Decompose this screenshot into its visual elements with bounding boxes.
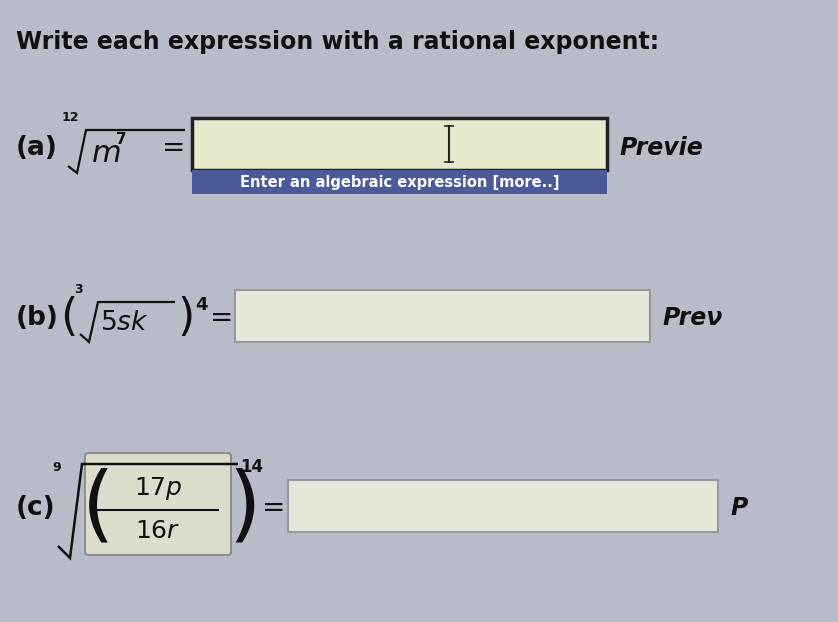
- Bar: [288, 480, 718, 532]
- Text: 9: 9: [52, 461, 60, 474]
- Text: ): ): [177, 297, 194, 340]
- Text: =: =: [162, 134, 185, 162]
- Text: $16r$: $16r$: [135, 521, 181, 544]
- Text: Write each expression with a rational exponent:: Write each expression with a rational ex…: [16, 30, 660, 54]
- Text: =: =: [210, 304, 233, 332]
- Bar: [235, 290, 650, 342]
- Text: $17p$: $17p$: [134, 475, 183, 501]
- Text: Previe: Previe: [619, 136, 703, 160]
- Text: 12: 12: [62, 111, 80, 124]
- Text: P: P: [730, 496, 747, 520]
- Bar: [192, 118, 607, 170]
- Text: 4: 4: [195, 296, 208, 314]
- Text: Preν: Preν: [662, 306, 722, 330]
- Text: (: (: [60, 297, 77, 340]
- Text: Enter an algebraic expression [more..]: Enter an algebraic expression [more..]: [240, 175, 559, 190]
- Text: (a): (a): [16, 135, 58, 161]
- Bar: [192, 170, 607, 194]
- FancyBboxPatch shape: [85, 453, 231, 555]
- Text: $m$: $m$: [91, 139, 121, 170]
- Text: (b): (b): [16, 305, 59, 331]
- Text: =: =: [262, 494, 286, 522]
- Text: 3: 3: [74, 283, 83, 296]
- Text: ): ): [228, 468, 261, 549]
- Text: (: (: [82, 468, 115, 549]
- Text: (c): (c): [16, 495, 55, 521]
- Text: $5sk$: $5sk$: [100, 310, 148, 335]
- Text: 14: 14: [240, 458, 263, 476]
- Text: 7: 7: [116, 132, 127, 147]
